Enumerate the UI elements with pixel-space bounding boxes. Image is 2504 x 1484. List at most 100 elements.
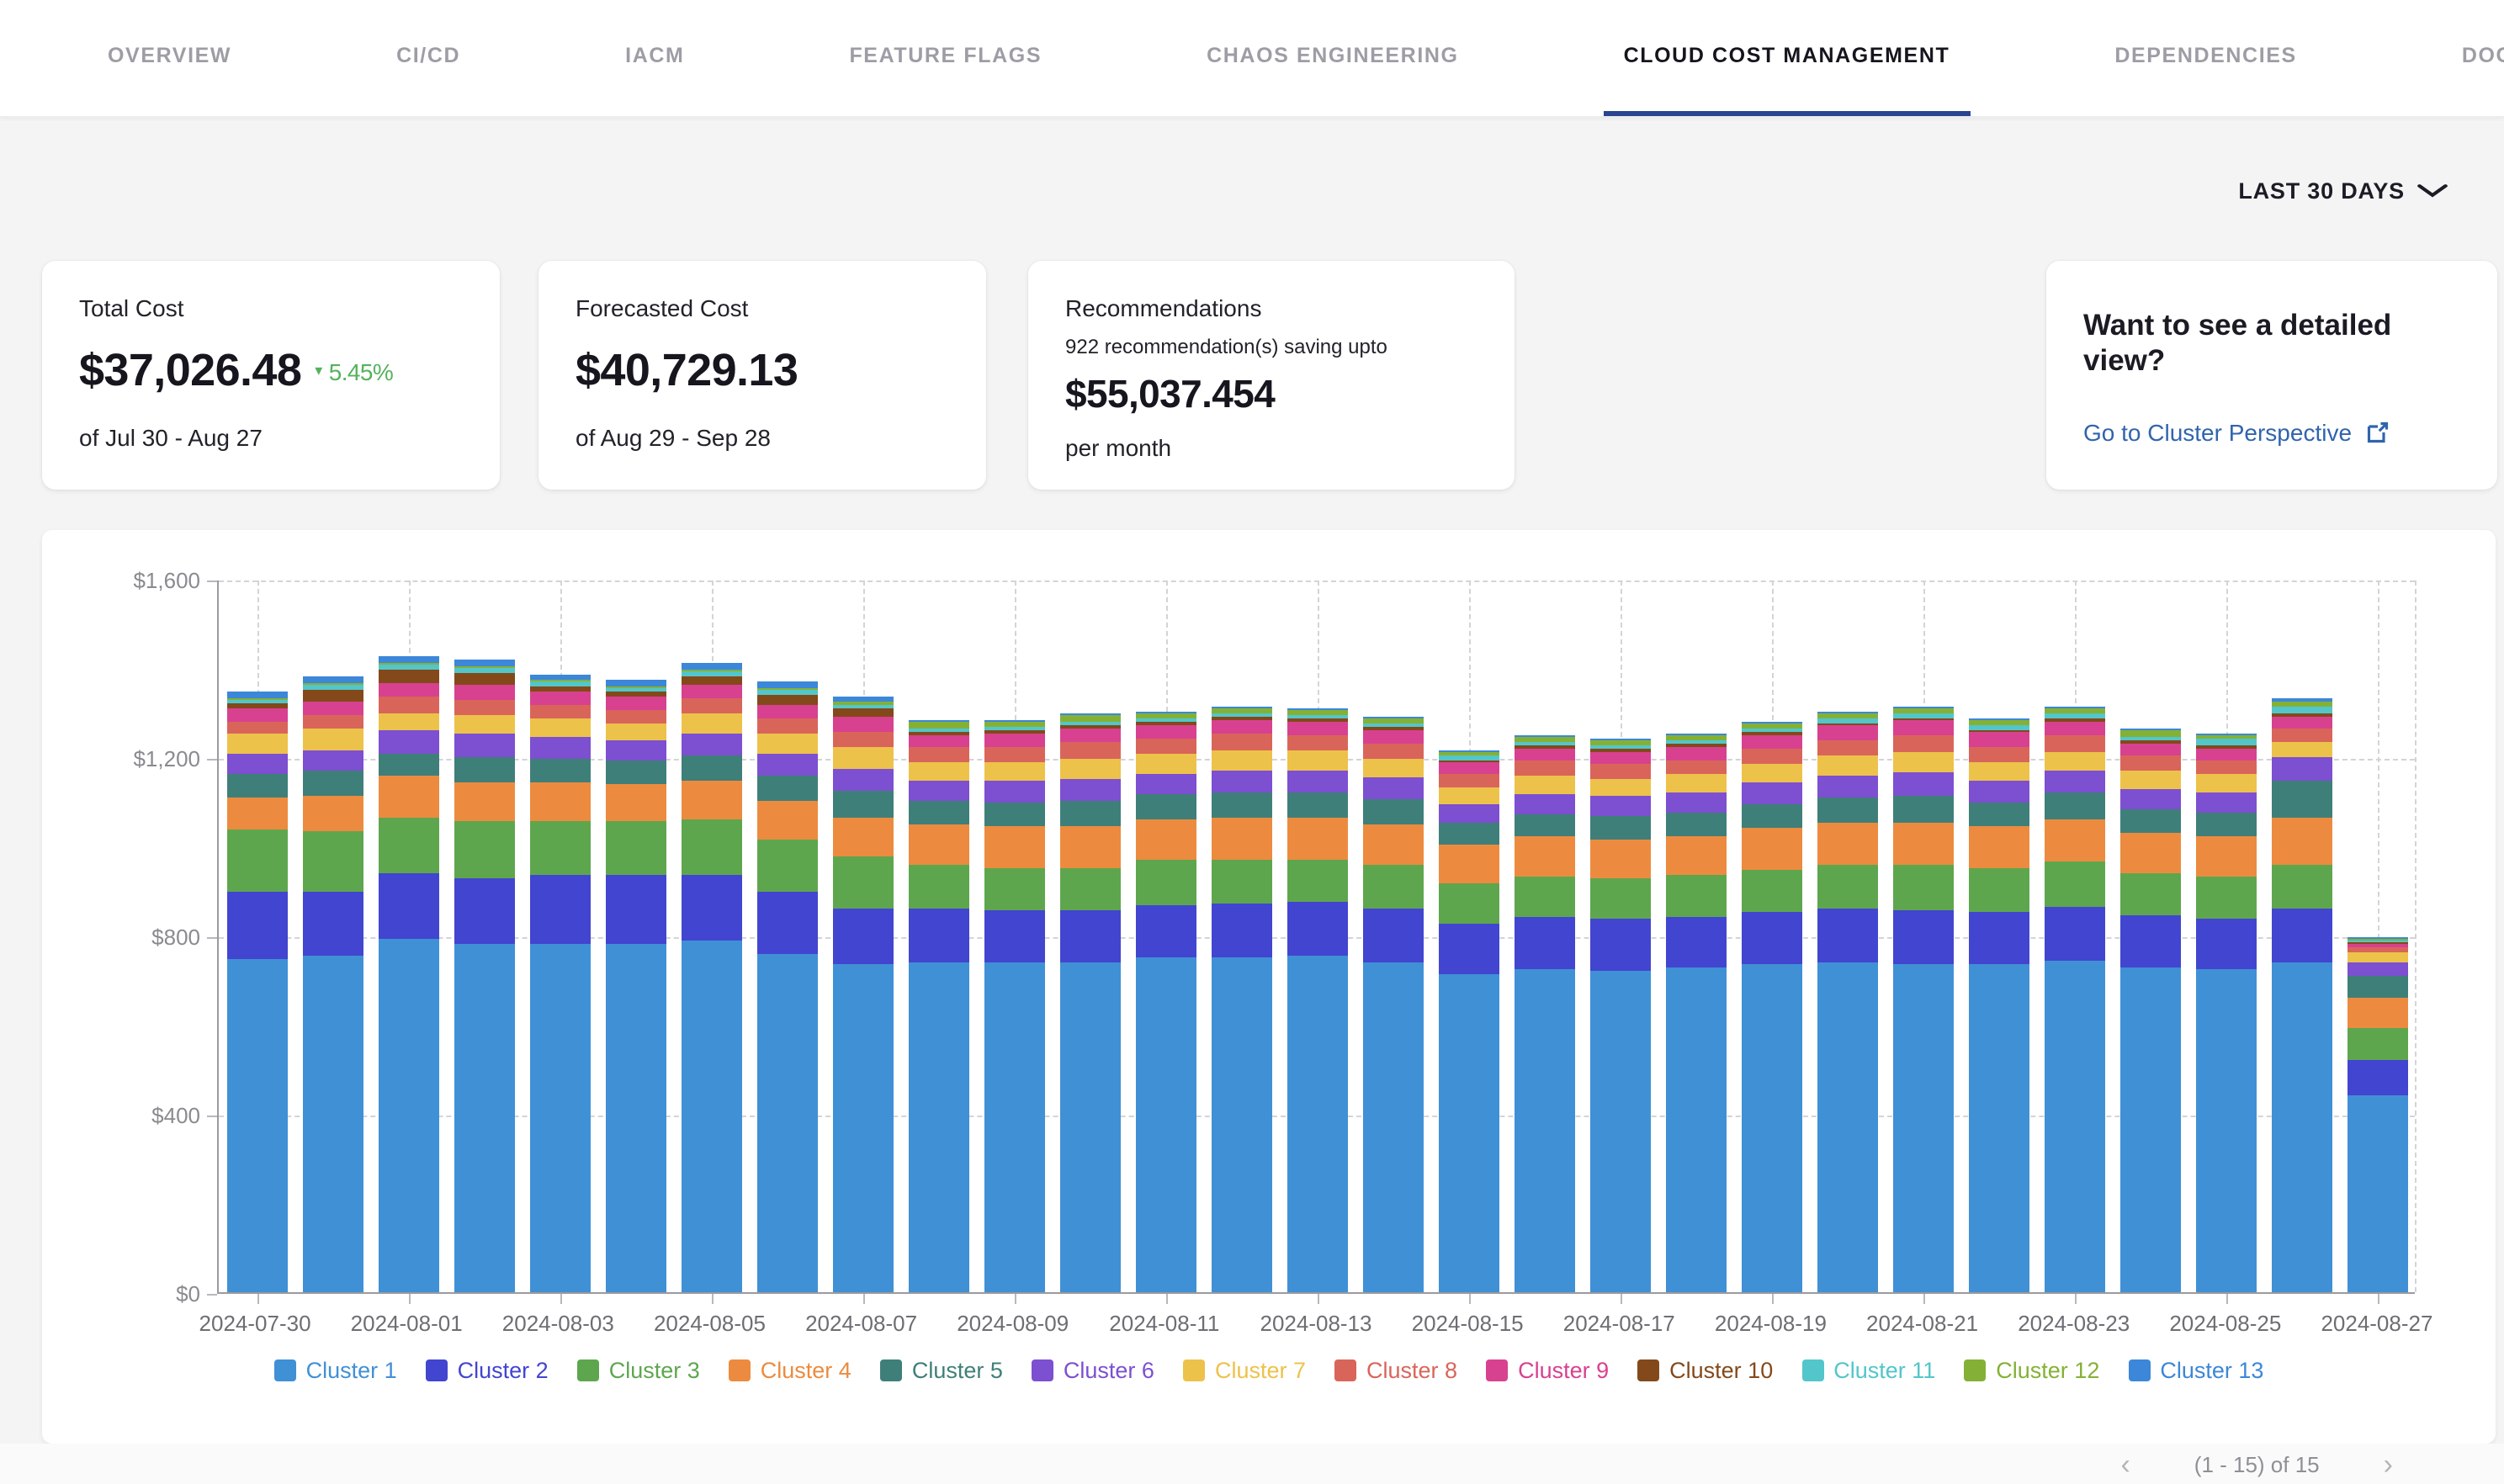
bar-segment-cluster-13[interactable] — [984, 719, 1045, 722]
bar-2024-08-08[interactable] — [908, 720, 969, 1292]
bar-segment-cluster-11[interactable] — [1363, 723, 1424, 728]
bar-segment-cluster-8[interactable] — [1666, 760, 1727, 775]
bar-segment-cluster-11[interactable] — [984, 727, 1045, 731]
bar-segment-cluster-4[interactable] — [1817, 822, 1879, 866]
bar-segment-cluster-4[interactable] — [1515, 836, 1576, 877]
bar-segment-cluster-12[interactable] — [302, 683, 363, 686]
bar-segment-cluster-12[interactable] — [1059, 715, 1121, 722]
bar-segment-cluster-6[interactable] — [1059, 778, 1121, 801]
bar-segment-cluster-2[interactable] — [2196, 918, 2257, 969]
bar-segment-cluster-2[interactable] — [1135, 904, 1196, 958]
bar-segment-cluster-12[interactable] — [1515, 736, 1576, 742]
bar-segment-cluster-13[interactable] — [454, 660, 515, 666]
bar-segment-cluster-8[interactable] — [2196, 761, 2257, 775]
bar-segment-cluster-1[interactable] — [2045, 960, 2106, 1292]
bar-segment-cluster-9[interactable] — [2348, 943, 2409, 947]
legend-item-cluster-5[interactable]: Cluster 5 — [879, 1358, 1003, 1383]
bar-segment-cluster-9[interactable] — [1211, 719, 1272, 734]
bar-segment-cluster-3[interactable] — [2272, 865, 2333, 909]
bar-segment-cluster-6[interactable] — [1287, 771, 1348, 793]
bar-segment-cluster-1[interactable] — [1211, 957, 1272, 1292]
bar-segment-cluster-13[interactable] — [2196, 733, 2257, 734]
bar-segment-cluster-2[interactable] — [1590, 919, 1652, 971]
bar-segment-cluster-11[interactable] — [1590, 745, 1652, 750]
bar-segment-cluster-11[interactable] — [2196, 739, 2257, 746]
bar-segment-cluster-1[interactable] — [1515, 968, 1576, 1292]
bar-segment-cluster-3[interactable] — [1666, 874, 1727, 917]
bar-segment-cluster-4[interactable] — [984, 826, 1045, 868]
bar-segment-cluster-2[interactable] — [1439, 923, 1500, 974]
bar-segment-cluster-6[interactable] — [605, 740, 666, 761]
bar-segment-cluster-9[interactable] — [2272, 717, 2333, 729]
bar-segment-cluster-8[interactable] — [756, 718, 818, 734]
bar-segment-cluster-4[interactable] — [1211, 818, 1272, 861]
bar-segment-cluster-12[interactable] — [1590, 739, 1652, 745]
bar-segment-cluster-8[interactable] — [378, 697, 439, 713]
bar-segment-cluster-6[interactable] — [2348, 962, 2409, 976]
bar-segment-cluster-11[interactable] — [1287, 714, 1348, 719]
bar-segment-cluster-13[interactable] — [226, 692, 288, 698]
bar-segment-cluster-9[interactable] — [1969, 732, 2030, 747]
bar-segment-cluster-2[interactable] — [302, 891, 363, 957]
bar-segment-cluster-8[interactable] — [302, 715, 363, 729]
bar-segment-cluster-7[interactable] — [2196, 774, 2257, 792]
bar-segment-cluster-12[interactable] — [1287, 708, 1348, 715]
bar-segment-cluster-1[interactable] — [1893, 964, 1955, 1292]
bar-segment-cluster-11[interactable] — [1211, 713, 1272, 718]
bar-segment-cluster-3[interactable] — [756, 839, 818, 893]
bar-segment-cluster-11[interactable] — [2272, 707, 2333, 713]
bar-segment-cluster-6[interactable] — [1439, 804, 1500, 824]
bar-segment-cluster-2[interactable] — [832, 908, 894, 965]
bar-2024-08-17[interactable] — [1590, 738, 1652, 1292]
pagination-next-icon[interactable]: › — [2383, 1448, 2393, 1480]
bar-segment-cluster-1[interactable] — [681, 940, 742, 1292]
bar-segment-cluster-8[interactable] — [2348, 946, 2409, 952]
bar-segment-cluster-6[interactable] — [1893, 772, 1955, 796]
bar-segment-cluster-11[interactable] — [1515, 741, 1576, 746]
bar-segment-cluster-12[interactable] — [1439, 751, 1500, 756]
bar-segment-cluster-4[interactable] — [302, 796, 363, 832]
bar-segment-cluster-11[interactable] — [2348, 939, 2409, 942]
bar-segment-cluster-10[interactable] — [1287, 718, 1348, 722]
bar-segment-cluster-11[interactable] — [605, 687, 666, 692]
bar-segment-cluster-10[interactable] — [1666, 744, 1727, 747]
bar-segment-cluster-8[interactable] — [1439, 774, 1500, 788]
bar-segment-cluster-1[interactable] — [1287, 956, 1348, 1292]
bar-segment-cluster-8[interactable] — [1363, 743, 1424, 759]
bar-segment-cluster-8[interactable] — [984, 746, 1045, 762]
bar-segment-cluster-5[interactable] — [302, 771, 363, 797]
bar-segment-cluster-13[interactable] — [2120, 729, 2182, 731]
bar-segment-cluster-8[interactable] — [2272, 729, 2333, 742]
bar-segment-cluster-13[interactable] — [1135, 711, 1196, 713]
bar-segment-cluster-3[interactable] — [605, 821, 666, 875]
bar-segment-cluster-9[interactable] — [984, 733, 1045, 747]
bar-segment-cluster-5[interactable] — [2120, 808, 2182, 834]
bar-segment-cluster-2[interactable] — [226, 891, 288, 960]
bar-segment-cluster-10[interactable] — [908, 731, 969, 734]
bar-segment-cluster-4[interactable] — [1439, 845, 1500, 883]
bar-segment-cluster-2[interactable] — [1287, 902, 1348, 957]
bar-segment-cluster-2[interactable] — [378, 872, 439, 940]
bar-segment-cluster-4[interactable] — [832, 817, 894, 857]
bar-segment-cluster-4[interactable] — [2196, 836, 2257, 877]
bar-segment-cluster-7[interactable] — [1515, 775, 1576, 794]
bar-segment-cluster-12[interactable] — [2272, 702, 2333, 708]
bar-segment-cluster-13[interactable] — [529, 674, 591, 680]
bar-segment-cluster-3[interactable] — [1059, 868, 1121, 911]
bar-2024-08-21[interactable] — [1893, 706, 1955, 1292]
bar-segment-cluster-2[interactable] — [1893, 910, 1955, 965]
legend-item-cluster-10[interactable]: Cluster 10 — [1637, 1358, 1773, 1383]
tab-feature-flags[interactable]: FEATURE FLAGS — [849, 44, 1042, 67]
bar-segment-cluster-4[interactable] — [529, 782, 591, 822]
bar-segment-cluster-5[interactable] — [1666, 812, 1727, 836]
bar-segment-cluster-4[interactable] — [681, 780, 742, 820]
bar-segment-cluster-13[interactable] — [1515, 734, 1576, 737]
bar-segment-cluster-10[interactable] — [2348, 942, 2409, 944]
bar-segment-cluster-7[interactable] — [302, 729, 363, 751]
bar-segment-cluster-6[interactable] — [302, 750, 363, 771]
bar-segment-cluster-7[interactable] — [2120, 770, 2182, 789]
bar-segment-cluster-7[interactable] — [756, 734, 818, 755]
legend-item-cluster-3[interactable]: Cluster 3 — [576, 1358, 700, 1383]
bar-segment-cluster-7[interactable] — [2045, 751, 2106, 771]
bar-segment-cluster-2[interactable] — [2272, 909, 2333, 962]
